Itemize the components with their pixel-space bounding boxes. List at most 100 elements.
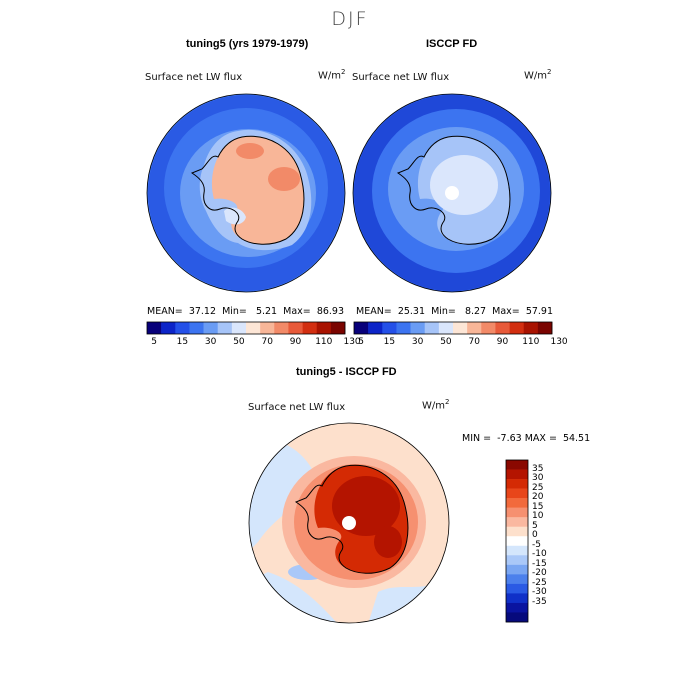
colorbar-swatch [438, 322, 454, 334]
colorbar-tick-label: 50 [440, 337, 452, 347]
colorbar-swatch [288, 322, 303, 334]
colorbar-swatch [147, 322, 162, 334]
colorbar-tick-label: 5 [532, 520, 538, 531]
colorbar-swatch [161, 322, 176, 334]
panel1-variable: Surface net LW flux [145, 72, 243, 83]
panel2-colorbar [353, 321, 553, 335]
colorbar-swatch [509, 322, 525, 334]
colorbar-tick-label: 10 [532, 511, 544, 522]
colorbar-swatch [203, 322, 219, 334]
colorbar-swatch [467, 322, 482, 334]
colorbar-swatch [316, 322, 332, 334]
panel1-colorbar-ticks: 5 15 30 50 70 90 110 130 [147, 337, 360, 349]
panel2-coastline [396, 135, 511, 245]
colorbar-tick-label: 25 [532, 482, 544, 493]
colorbar-swatch [246, 322, 261, 334]
colorbar-tick-label: 110 [522, 337, 540, 347]
colorbar-swatch [495, 322, 510, 334]
panel1-polar-map [146, 93, 346, 293]
colorbar-swatch [424, 322, 440, 334]
colorbar-swatch [506, 602, 528, 613]
colorbar-swatch [506, 593, 528, 604]
colorbar-swatch [260, 322, 275, 334]
panel1-coastline [190, 135, 305, 245]
diff-stats: MIN = -7.63 MAX = 54.51 [462, 433, 591, 444]
colorbar-swatch [274, 322, 289, 334]
panel1-title: tuning5 (yrs 1979-1979) [186, 38, 309, 50]
panel1-ross-shelf [224, 207, 246, 225]
colorbar-tick-label: -20 [532, 568, 547, 579]
colorbar-tick-label: 5 [358, 337, 364, 347]
panel1-stats: MEAN= 37.12 Min= 5.21 Max= 86.93 [147, 306, 345, 317]
colorbar-swatch [217, 322, 233, 334]
colorbar-tick-label: 70 [261, 337, 273, 347]
diff-coastline [294, 464, 409, 574]
colorbar-swatch [506, 536, 528, 547]
diff-polar-map [248, 422, 450, 624]
colorbar-swatch [410, 322, 426, 334]
panel2-units: W/m2 [524, 68, 552, 82]
colorbar-swatch [506, 526, 528, 537]
colorbar-tick-label: 110 [315, 337, 333, 347]
colorbar-swatch [481, 322, 496, 334]
diff-colorbar [505, 459, 529, 623]
colorbar-swatch [354, 322, 369, 334]
colorbar-swatch [506, 507, 528, 518]
colorbar-swatch [506, 574, 528, 585]
colorbar-swatch [506, 545, 528, 556]
panel1-colorbar [146, 321, 346, 335]
colorbar-tick-label: -30 [532, 587, 547, 598]
colorbar-swatch [382, 322, 397, 334]
colorbar-swatch [175, 322, 190, 334]
colorbar-tick-label: -10 [532, 549, 547, 560]
colorbar-tick-label: 30 [204, 337, 217, 347]
colorbar-tick-label: 15 [532, 501, 544, 512]
panel2-stats: MEAN= 25.31 Min= 8.27 Max= 57.91 [356, 306, 554, 317]
colorbar-tick-label: 15 [176, 337, 189, 347]
colorbar-swatch [506, 612, 528, 623]
colorbar-swatch [453, 322, 468, 334]
diff-title: tuning5 - ISCCP FD [296, 366, 397, 378]
colorbar-swatch [231, 322, 247, 334]
colorbar-swatch [396, 322, 411, 334]
colorbar-swatch [506, 479, 528, 489]
panel2-title: ISCCP FD [426, 38, 478, 50]
panel2-plateau [430, 155, 498, 215]
diff-units: W/m2 [422, 398, 450, 412]
colorbar-swatch [537, 322, 553, 334]
colorbar-swatch [506, 517, 528, 528]
diff-pole-hole [342, 516, 356, 530]
colorbar-tick-label: 0 [532, 530, 538, 541]
panel1-warm-core [268, 167, 300, 191]
panel2-polar-map [352, 93, 552, 293]
colorbar-tick-label: 5 [151, 337, 157, 347]
panel1-units: W/m2 [318, 68, 346, 82]
colorbar-tick-label: -15 [532, 558, 547, 569]
colorbar-tick-label: 70 [468, 337, 480, 347]
colorbar-swatch [506, 564, 528, 575]
diff-variable: Surface net LW flux [248, 402, 346, 413]
colorbar-tick-label: 20 [532, 492, 544, 503]
colorbar-swatch [523, 322, 539, 334]
colorbar-tick-label: -25 [532, 577, 547, 588]
panel2-colorbar-ticks: 5 15 30 50 70 90 110 130 [354, 337, 567, 349]
colorbar-swatch [506, 460, 528, 470]
colorbar-tick-label: 15 [383, 337, 396, 347]
colorbar-tick-label: 50 [233, 337, 245, 347]
diff-colorbar-ticks: 35 30 25 20 15 10 5 0 -5 -10 -15 -20 -25 -30 -35 [532, 460, 572, 622]
colorbar-tick-label: -5 [532, 539, 541, 550]
colorbar-tick-label: 35 [532, 463, 544, 474]
colorbar-tick-label: 130 [343, 337, 361, 347]
colorbar-tick-label: 30 [411, 337, 424, 347]
diff-warm-core-2 [374, 526, 402, 558]
colorbar-swatch [506, 469, 528, 480]
season-title: DJF [331, 8, 369, 30]
colorbar-swatch [189, 322, 204, 334]
colorbar-tick-label: 90 [496, 337, 509, 347]
colorbar-swatch [368, 322, 383, 334]
panel1-warm-core-2 [236, 143, 264, 159]
colorbar-swatch [506, 583, 528, 594]
panel2-pole-hole [445, 186, 459, 200]
colorbar-swatch [506, 555, 528, 566]
colorbar-swatch [506, 488, 528, 499]
